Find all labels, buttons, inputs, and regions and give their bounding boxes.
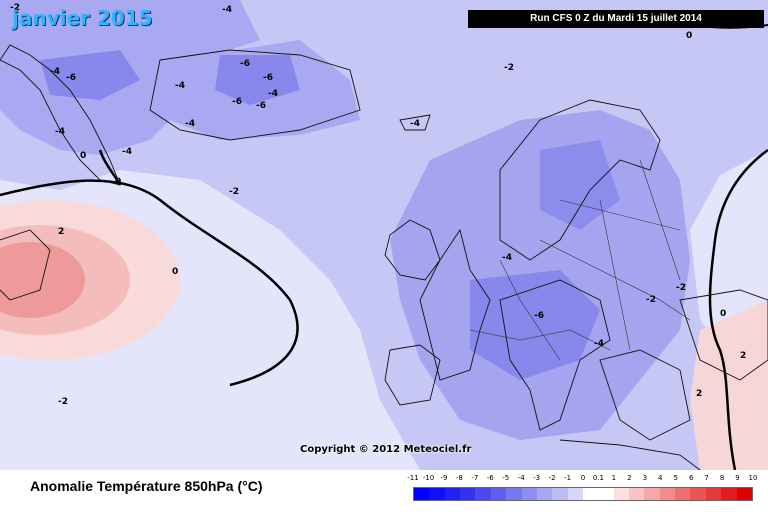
contour-label: 0 [686, 31, 692, 41]
scale-swatch [721, 488, 737, 500]
contour-label: -2 [676, 283, 686, 293]
scale-tick-label: -3 [533, 474, 541, 482]
temperature-anomaly-map: -4 -6 -4 -6 -6 -4 -4 -6 -6 -4 -4 -4 -2 -… [0, 0, 768, 470]
scale-tick-label: -4 [517, 474, 525, 482]
contour-label: -6 [232, 97, 242, 107]
anomaly-core-minus6-scandinavia [540, 140, 620, 230]
contour-label: 0 [80, 151, 86, 161]
scale-tick-label: -1 [564, 474, 572, 482]
scale-tick-label: 3 [642, 474, 648, 482]
contour-label: -4 [50, 67, 60, 77]
scale-swatch [598, 488, 614, 500]
scale-tick-label: 7 [704, 474, 709, 482]
scale-swatch [567, 488, 583, 500]
contour-label: -2 [58, 397, 68, 407]
scale-tick-label: 4 [658, 474, 663, 482]
contour-label: -2 [504, 63, 514, 73]
contour-label: -6 [66, 73, 76, 83]
contour-label: 0 [720, 309, 726, 319]
scale-tick-label: -9 [440, 474, 448, 482]
scale-tick-label: -11 [407, 474, 419, 482]
contour-label: -4 [55, 127, 65, 137]
scale-swatch [736, 488, 752, 500]
scale-swatch [444, 488, 461, 500]
scale-swatch [629, 488, 645, 500]
scale-swatch [460, 488, 476, 500]
scale-tick-label: -8 [455, 474, 463, 482]
warm-anomaly-east [690, 300, 768, 470]
contour-label: -4 [185, 119, 195, 129]
contour-label: -4 [222, 5, 232, 15]
scale-tick-label: 5 [673, 474, 678, 482]
contour-label: -2 [229, 187, 239, 197]
anomaly-core-minus6-b [215, 55, 300, 105]
scale-swatch [521, 488, 537, 500]
contour-label: -4 [502, 253, 512, 263]
scale-tick-label: 9 [735, 474, 740, 482]
scale-swatch [506, 488, 522, 500]
map-canvas: -4 -6 -4 -6 -6 -4 -4 -6 -6 -4 -4 -4 -2 -… [0, 0, 768, 470]
scale-swatch [613, 488, 630, 500]
scale-tick-label: 2 [627, 474, 632, 482]
copyright-notice: Copyright © 2012 Meteociel.fr [300, 444, 472, 455]
legend-title: Anomalie Température 850hPa (°C) [30, 478, 263, 494]
contour-labels: -4 -6 -4 -6 -6 -4 -4 -6 -6 -4 -4 -4 -2 -… [10, 3, 746, 407]
legend-bar: Anomalie Température 850hPa (°C) -11 -10-… [0, 470, 768, 512]
scale-tick-label: 1 [611, 474, 617, 482]
scale-tick-label: 0.1 [592, 474, 605, 482]
contour-label: -4 [268, 89, 278, 99]
scale-tick-label: -5 [502, 474, 510, 482]
scale-tick-label: -2 [548, 474, 556, 482]
contour-label: -4 [594, 339, 604, 349]
scale-swatch [690, 488, 706, 500]
scale-tick-label: 8 [719, 474, 725, 482]
scale-swatch [705, 488, 722, 500]
contour-label: -2 [10, 3, 20, 13]
run-info-banner: Run CFS 0 Z du Mardi 15 juillet 2014 [468, 10, 764, 28]
scale-swatch [536, 488, 553, 500]
contour-label: 2 [740, 351, 746, 361]
contour-label: -6 [534, 311, 544, 321]
contour-label: 2 [58, 227, 64, 237]
scale-swatch [675, 488, 691, 500]
forecast-month-title: janvier 2015 [12, 6, 153, 30]
contour-label: -4 [175, 81, 185, 91]
contour-label: 0 [172, 267, 178, 277]
anomaly-core-minus6-a [40, 50, 140, 100]
contour-label: 2 [696, 389, 702, 399]
scale-tick-label: -6 [486, 474, 494, 482]
scale-tick-label: -10 [422, 474, 435, 482]
scale-tick-label: 10 [748, 474, 758, 482]
zero-contour-east [708, 148, 768, 470]
scale-swatch [475, 488, 491, 500]
scale-swatch [490, 488, 507, 500]
scale-swatch [552, 488, 568, 500]
contour-label: -6 [240, 59, 250, 69]
scale-swatch [644, 488, 660, 500]
contour-label: -6 [263, 73, 273, 83]
color-scale: -11 -10 -9 -8 -7 -6 -5 -4 -3 -2 -1 0 0.1 1 2 3 4 5 6 7 8 9 10 [407, 474, 757, 506]
scale-swatch [414, 488, 430, 500]
scale-swatch [582, 488, 599, 500]
scale-tick-label: 0 [580, 474, 586, 482]
contour-label: -2 [646, 295, 656, 305]
contour-label: -4 [122, 147, 132, 157]
contour-label: -4 [410, 119, 420, 129]
contour-label: 0 [115, 177, 121, 187]
scale-tick-labels: -11 -10 -9 -8 -7 -6 -5 -4 -3 -2 -1 0 0.1 1 2 3 4 5 6 7 8 9 10 [407, 474, 757, 486]
anomaly-core-minus6-central-europe [470, 270, 600, 380]
scale-tick-label: 6 [688, 474, 694, 482]
scale-tick-label: -7 [471, 474, 479, 482]
scale-color-bar [413, 487, 753, 501]
scale-swatch [429, 488, 445, 500]
coastlines [0, 44, 768, 470]
zero-contour-atlantic [0, 179, 299, 387]
scale-swatch [659, 488, 676, 500]
contour-label: -6 [256, 101, 266, 111]
country-borders [469, 159, 691, 361]
